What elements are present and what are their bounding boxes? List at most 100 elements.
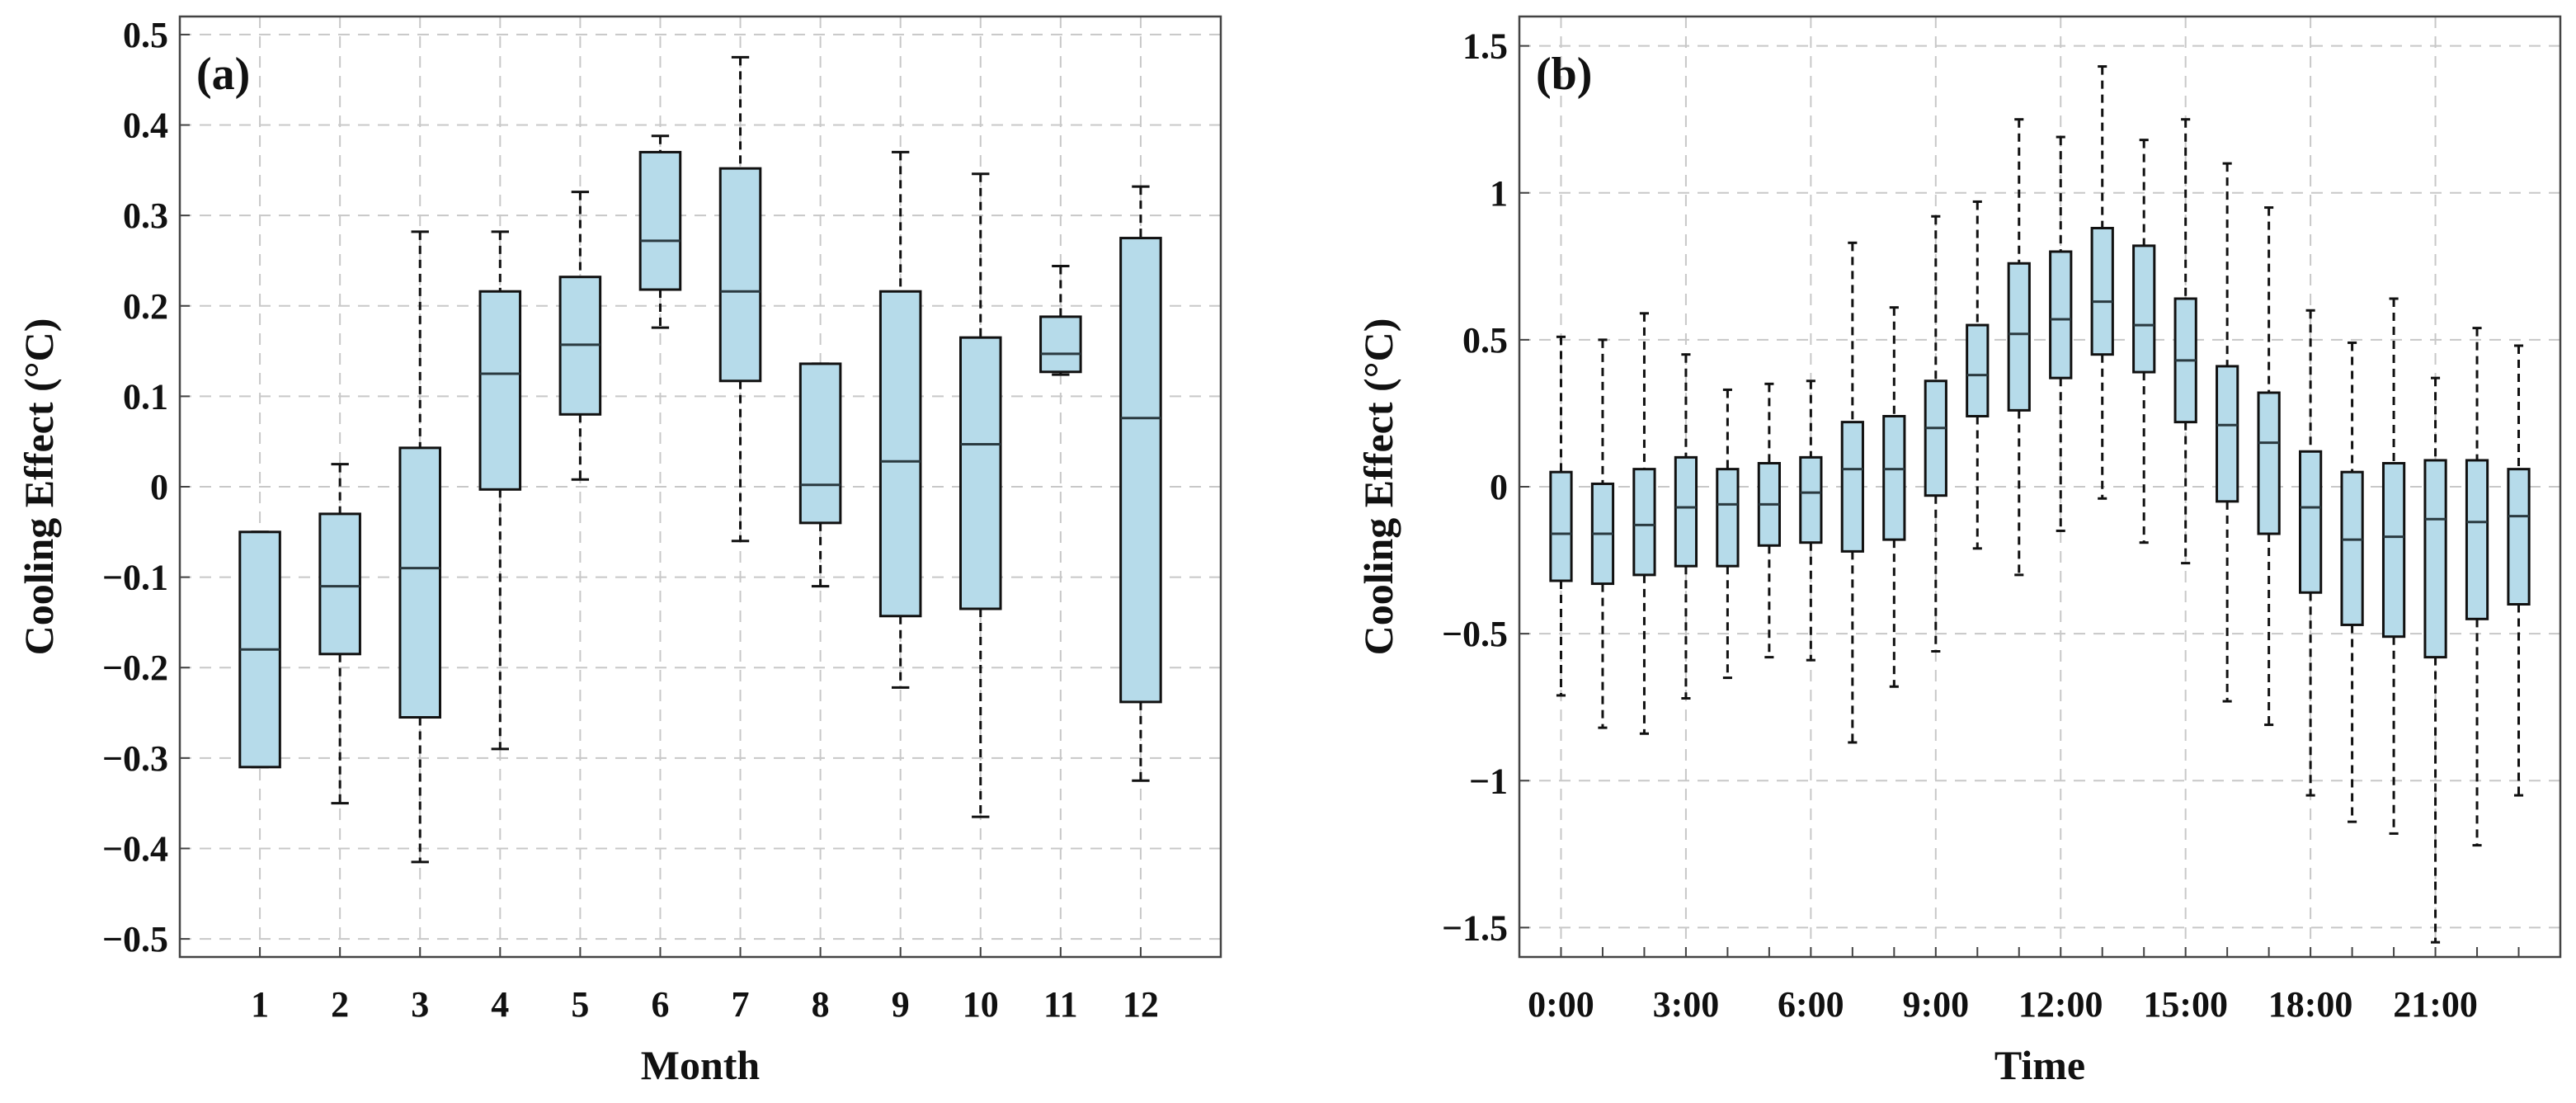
x-tick-label: 12 xyxy=(1123,984,1159,1025)
x-tick-label: 2 xyxy=(331,984,349,1025)
x-tick-label: 0:00 xyxy=(1528,984,1594,1025)
boxes-b xyxy=(1549,65,2531,944)
box-body xyxy=(2299,450,2323,594)
box-body xyxy=(2465,459,2489,620)
box-3 xyxy=(398,230,442,864)
y-tick-label: 1 xyxy=(1490,173,1508,214)
y-tick-label: 0.5 xyxy=(1462,320,1508,361)
box-21:00 xyxy=(2423,376,2447,944)
y-axis-label-a: Cooling Effect (°C) xyxy=(16,318,62,656)
y-tick-label: −0.5 xyxy=(102,919,168,959)
box-10:00 xyxy=(1966,200,1990,550)
x-tick-label: 9:00 xyxy=(1902,984,1969,1025)
box-8:00 xyxy=(1882,306,1906,688)
x-tick-label: 3 xyxy=(411,984,429,1025)
box-body xyxy=(2216,365,2239,503)
x-axis-label-b: Time xyxy=(1994,1042,2085,1088)
y-tick-label: −0.4 xyxy=(102,828,168,869)
box-body xyxy=(2007,262,2031,412)
y-ticks-a: −0.5 −0.4 −0.3 −0.2 −0.1 0 0.1 0.2 0.3 0.4 0.5 xyxy=(102,15,190,959)
box-body xyxy=(1799,455,1823,544)
box-body xyxy=(318,512,361,656)
x-tick-label: 10 xyxy=(963,984,999,1025)
box-body xyxy=(1549,470,1573,582)
box-body xyxy=(1840,421,1864,553)
box-0:00 xyxy=(1549,335,1573,697)
y-tick-label: −0.1 xyxy=(102,558,168,598)
box-18:00 xyxy=(2299,309,2323,797)
y-tick-label: −0.2 xyxy=(102,648,168,688)
y-tick-label: 0 xyxy=(150,467,168,507)
box-body xyxy=(959,336,1002,610)
box-11:00 xyxy=(2007,118,2031,577)
box-body xyxy=(718,167,762,383)
box-6 xyxy=(638,134,682,329)
chart-b: −1.5 −1 −0.5 0 0.5 1 1.5 0:00 3:00 6:00 9:00 12:00… xyxy=(1355,15,2562,1088)
x-tick-label: 6 xyxy=(651,984,669,1025)
y-tick-label: −1 xyxy=(1469,761,1508,801)
box-9:00 xyxy=(1924,214,1947,653)
y-tick-label: −0.5 xyxy=(1442,614,1508,654)
box-11 xyxy=(1039,265,1082,376)
y-tick-label: −1.5 xyxy=(1442,907,1508,948)
box-body xyxy=(2381,462,2406,639)
box-body xyxy=(1924,379,1947,497)
box-2:00 xyxy=(1632,312,1656,735)
x-tick-label: 21:00 xyxy=(2393,984,2478,1025)
x-tick-label: 15:00 xyxy=(2143,984,2228,1025)
box-body xyxy=(1674,455,1698,568)
box-4:00 xyxy=(1716,388,1740,680)
box-12:00 xyxy=(2049,135,2073,532)
box-body xyxy=(878,290,922,618)
x-tick-label: 3:00 xyxy=(1653,984,1720,1025)
box-12 xyxy=(1119,185,1162,782)
box-body xyxy=(2507,468,2531,606)
box-body xyxy=(638,150,682,291)
box-6:00 xyxy=(1799,379,1823,662)
box-4 xyxy=(478,230,522,751)
y-tick-label: −0.3 xyxy=(102,738,168,779)
box-19:00 xyxy=(2340,341,2364,823)
box-body xyxy=(2257,391,2281,535)
box-17:00 xyxy=(2257,206,2281,727)
x-tick-label: 1 xyxy=(251,984,269,1025)
y-tick-label: 0.5 xyxy=(123,15,168,55)
box-body xyxy=(798,362,842,525)
box-body xyxy=(2090,227,2114,356)
box-8 xyxy=(798,362,842,588)
box-22:00 xyxy=(2465,327,2489,847)
box-body xyxy=(2423,459,2447,659)
box-16:00 xyxy=(2216,162,2239,703)
x-tick-label: 6:00 xyxy=(1778,984,1844,1025)
box-body xyxy=(1632,468,1656,577)
x-ticks-a: 1 2 3 4 5 6 7 8 9 10 11 12 xyxy=(251,947,1159,1025)
x-axis-label-a: Month xyxy=(641,1042,761,1088)
box-7 xyxy=(718,55,762,543)
box-body xyxy=(478,290,522,491)
box-body xyxy=(1119,237,1162,704)
x-tick-label: 8 xyxy=(812,984,830,1025)
box-10 xyxy=(959,172,1002,818)
grid-a xyxy=(180,16,1221,957)
y-tick-label: 0.3 xyxy=(123,196,168,236)
box-20:00 xyxy=(2381,297,2406,835)
panel-label-a: (a) xyxy=(196,49,250,100)
box-5 xyxy=(558,191,602,481)
x-tick-label: 11 xyxy=(1043,984,1078,1025)
box-body xyxy=(2340,470,2364,626)
box-5:00 xyxy=(1757,382,1782,659)
box-body xyxy=(398,446,442,719)
y-tick-label: 0.4 xyxy=(123,106,168,146)
box-body xyxy=(2049,250,2073,379)
box-body xyxy=(2132,244,2156,374)
box-body xyxy=(1039,315,1082,374)
y-tick-label: 0.1 xyxy=(123,376,168,417)
x-tick-label: 4 xyxy=(491,984,509,1025)
box-3:00 xyxy=(1674,353,1698,700)
y-tick-label: 0.2 xyxy=(123,286,168,327)
box-13:00 xyxy=(2090,65,2114,500)
box-1 xyxy=(238,530,281,769)
